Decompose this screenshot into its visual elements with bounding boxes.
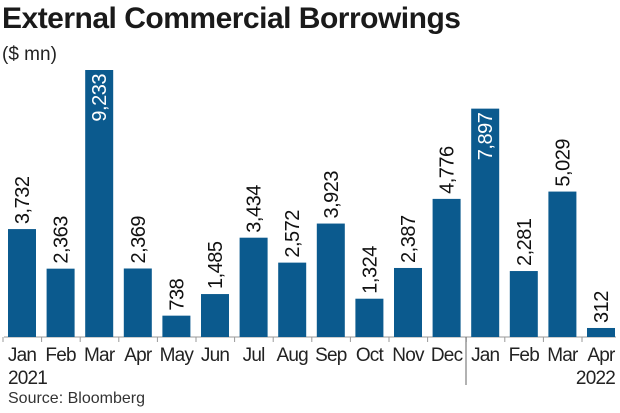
data-label: 2,369: [128, 216, 150, 264]
data-label: 2,363: [51, 216, 73, 264]
data-label: 7,897: [475, 112, 497, 160]
x-tick-label: Jan: [8, 345, 36, 366]
data-label: 738: [166, 278, 188, 310]
data-label: 2,387: [398, 215, 420, 263]
bar: [85, 70, 114, 337]
data-label: 2,281: [514, 218, 536, 266]
x-tick-label: Sep: [315, 345, 347, 366]
data-label: 1,485: [205, 241, 227, 289]
unit-label: ($ mn): [2, 44, 57, 65]
bar: [201, 294, 229, 337]
chart-title: External Commercial Borrowings: [2, 2, 461, 35]
bar: [278, 262, 307, 337]
data-label: 312: [591, 291, 613, 323]
source-note: Source: Bloomberg: [8, 390, 145, 407]
year-label: 2021: [8, 368, 47, 389]
bar: [432, 198, 461, 337]
x-tick-label: Aug: [276, 345, 308, 366]
data-label: 3,434: [244, 185, 266, 233]
data-label: 9,233: [89, 74, 111, 122]
x-tick-label: Jul: [243, 345, 265, 366]
bar: [8, 229, 36, 337]
x-tick-label: Jun: [201, 345, 229, 366]
bar: [316, 223, 345, 337]
x-tick-label: Mar: [547, 345, 579, 366]
x-tick-label: Dec: [431, 345, 463, 366]
data-label: 1,324: [359, 246, 381, 294]
bar: [123, 268, 152, 337]
data-label: 3,732: [12, 176, 34, 224]
data-label: 4,776: [437, 146, 459, 194]
x-tick-label: Apr: [124, 345, 153, 366]
bar: [394, 267, 422, 337]
bar: [355, 298, 384, 337]
x-tick-label: Feb: [45, 345, 76, 366]
bar: [46, 268, 75, 337]
x-tick-label: May: [160, 345, 195, 366]
bar: [509, 271, 538, 337]
x-tick-label: Apr: [587, 345, 616, 366]
bar: [239, 237, 268, 337]
x-tick-label: Feb: [509, 345, 540, 366]
bar: [162, 315, 191, 337]
bar: [471, 108, 500, 337]
bar: [587, 327, 615, 337]
x-tick-label: Mar: [84, 345, 116, 366]
data-label: 3,923: [321, 171, 343, 219]
x-tick-label: Jan: [471, 345, 499, 366]
data-label: 5,029: [552, 139, 574, 187]
x-tick-label: Nov: [392, 345, 425, 366]
data-label: 2,572: [282, 210, 304, 258]
year-label: 2022: [576, 368, 615, 389]
x-tick-label: Oct: [356, 345, 385, 366]
bar: [548, 191, 577, 337]
